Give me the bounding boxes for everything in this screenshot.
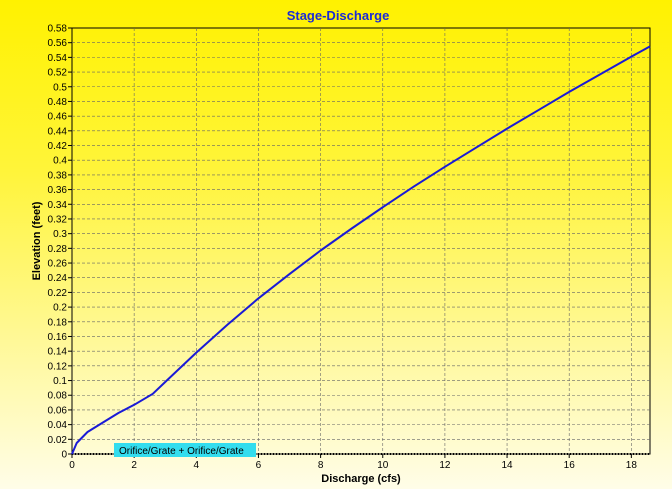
- x-tick-label: 18: [626, 460, 638, 471]
- y-tick-labels: 0 0.02 0.04 0.06 0.08 0.1 0.12 0.14 0.16 0.18 0.2 0…: [48, 24, 68, 461]
- y-tick-label: 0.56: [48, 38, 68, 49]
- x-tick-label: 12: [439, 460, 451, 471]
- series-line-0: [71, 45, 651, 455]
- x-tick-labels: 0 2 4 6 8 10 12 14 16 18: [69, 460, 637, 471]
- y-tick-label: 0.42: [48, 141, 68, 152]
- legend: Orifice/Grate + Orifice/Grate: [114, 443, 256, 457]
- y-tick-label: 0.58: [48, 24, 68, 35]
- y-tick-label: 0.1: [53, 376, 67, 387]
- x-tick-label: 10: [377, 460, 389, 471]
- y-tick-label: 0.2: [53, 303, 67, 314]
- x-tick-label: 0: [69, 460, 75, 471]
- y-tick-label: 0.34: [48, 200, 68, 211]
- x-tick-label: 16: [564, 460, 576, 471]
- y-tick-label: 0.02: [48, 435, 68, 446]
- chart-title: Stage-Discharge: [287, 8, 390, 23]
- y-tick-label: 0.3: [53, 229, 67, 240]
- x-tick-label: 8: [318, 460, 324, 471]
- legend-box: [114, 443, 256, 457]
- y-tick-label: 0.48: [48, 97, 68, 108]
- y-tick-label: 0.46: [48, 112, 68, 123]
- y-tick-label: 0.16: [48, 332, 68, 343]
- y-tick-label: 0.44: [48, 126, 68, 137]
- y-tick-label: 0.5: [53, 82, 67, 93]
- y-tick-label: 0.32: [48, 214, 68, 225]
- grid-lines: [68, 27, 650, 458]
- y-tick-label: 0.38: [48, 170, 68, 181]
- x-tick-label: 2: [131, 460, 137, 471]
- y-axis-label: Elevation (feet): [31, 201, 43, 280]
- x-axis-label: Discharge (cfs): [321, 473, 401, 485]
- y-tick-label: 0.52: [48, 68, 68, 79]
- y-tick-label: 0.18: [48, 317, 68, 328]
- y-tick-label: 0.26: [48, 259, 68, 270]
- y-tick-label: 0.28: [48, 244, 68, 255]
- y-tick-label: 0.06: [48, 405, 68, 416]
- legend-entry-label: Orifice/Grate + Orifice/Grate: [119, 446, 244, 457]
- y-tick-label: 0.04: [48, 420, 68, 431]
- y-tick-label: 0.08: [48, 391, 68, 402]
- y-tick-label: 0: [61, 450, 67, 461]
- y-tick-label: 0.14: [48, 347, 68, 358]
- y-tick-label: 0.54: [48, 53, 68, 64]
- y-tick-label: 0.22: [48, 288, 68, 299]
- x-tick-label: 14: [501, 460, 513, 471]
- x-tick-label: 4: [194, 460, 200, 471]
- plot-area: [71, 27, 651, 455]
- series-layer: [71, 45, 651, 455]
- y-tick-label: 0.12: [48, 361, 68, 372]
- x-tick-label: 6: [256, 460, 262, 471]
- y-tick-label: 0.24: [48, 273, 68, 284]
- y-tick-label: 0.36: [48, 185, 68, 196]
- y-tick-label: 0.4: [53, 156, 67, 167]
